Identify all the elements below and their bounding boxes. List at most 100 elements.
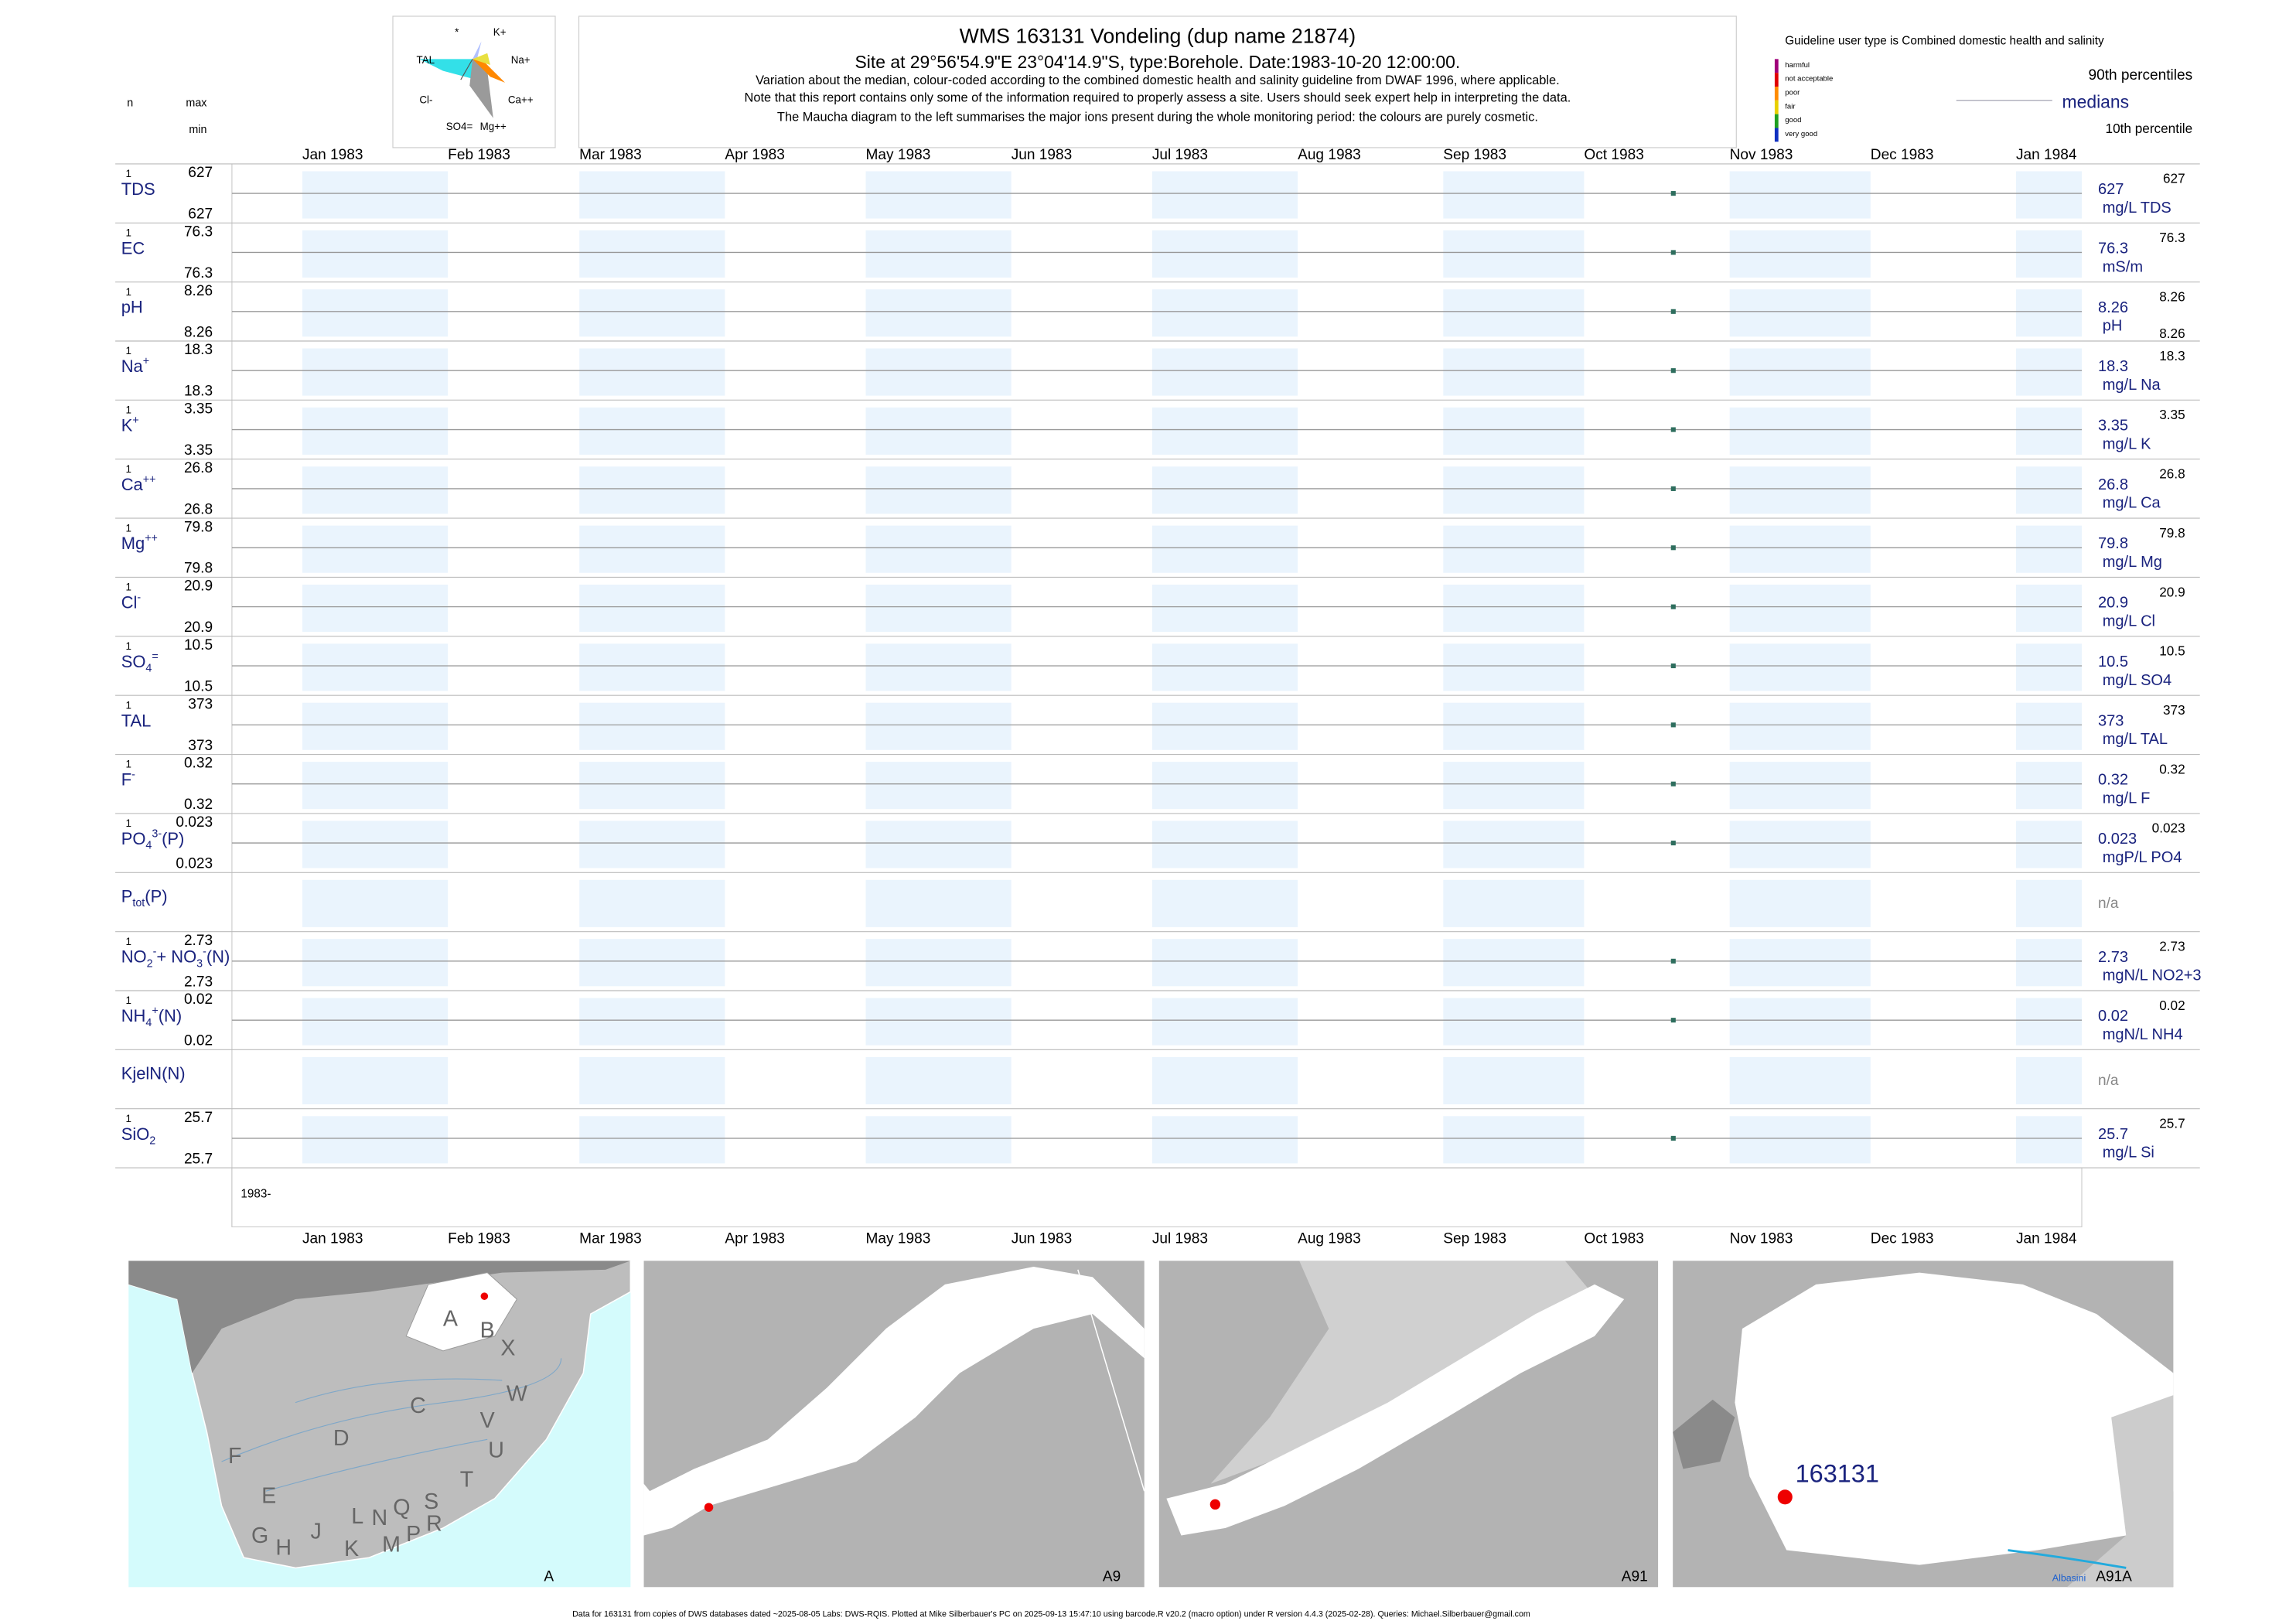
- parameter-label: F-: [121, 769, 135, 790]
- month-band: [1443, 998, 1585, 1046]
- max-value: 20.9: [184, 578, 213, 595]
- month-band: [2016, 1056, 2082, 1104]
- month-label-bottom: Dec 1983: [1871, 1230, 1934, 1247]
- sample-point: [1670, 191, 1676, 196]
- n-value: 1: [125, 640, 131, 652]
- month-band: [579, 998, 725, 1046]
- month-band: [579, 407, 725, 455]
- month-band: [1443, 762, 1585, 810]
- month-band: [1729, 702, 1871, 750]
- sample-point: [1670, 958, 1676, 964]
- sample-point: [1670, 427, 1676, 432]
- unit: mgN/L NO2+3: [2103, 967, 2202, 984]
- month-band: [302, 466, 449, 514]
- month-band: [2016, 702, 2082, 750]
- month-band: [1443, 585, 1585, 633]
- year-label: 1983-: [241, 1187, 271, 1200]
- month-label-bottom: Feb 1983: [448, 1230, 510, 1247]
- min-value: 25.7: [184, 1151, 213, 1167]
- parameter-label: Na+: [121, 356, 149, 377]
- month-band: [1443, 525, 1585, 573]
- month-label-bottom: Jan 1983: [302, 1230, 363, 1247]
- guideline-swatch: [1774, 100, 1779, 114]
- max-value: 3.35: [184, 401, 213, 418]
- month-band: [1443, 643, 1585, 691]
- p90-value: 0.32: [2159, 761, 2185, 776]
- month-label-top: Mar 1983: [579, 147, 642, 163]
- guideline-class: very good: [1785, 130, 1817, 138]
- max-value: 18.3: [184, 342, 213, 358]
- median-value: 8.26: [2098, 299, 2128, 316]
- maucha-label: SO4=: [446, 121, 473, 132]
- month-band: [1151, 466, 1298, 514]
- label-part: SiO: [121, 1124, 150, 1144]
- parameter-label: K+: [121, 415, 139, 435]
- parameter-label: KjelN(N): [121, 1064, 186, 1083]
- parameter-label: TDS: [121, 179, 155, 199]
- min-header: min: [189, 124, 206, 136]
- month-band: [1729, 1056, 1871, 1104]
- parameter-label: EC: [121, 238, 145, 258]
- median-value: 3.35: [2098, 418, 2128, 435]
- month-band: [1443, 289, 1585, 337]
- month-band: [579, 1056, 725, 1104]
- map-caption: A9: [1103, 1569, 1121, 1585]
- river-label: Albasini: [2052, 1573, 2086, 1584]
- max-value: 2.73: [184, 933, 213, 949]
- label-part: +: [132, 415, 138, 427]
- n-value: 1: [125, 227, 131, 238]
- label-part: =: [152, 650, 158, 663]
- month-band: [2016, 407, 2082, 455]
- label-part: 4: [145, 1017, 152, 1029]
- note: Note that this report contains only some…: [745, 91, 1571, 105]
- month-label-bottom: Sep 1983: [1443, 1230, 1506, 1247]
- parameter-label: PO43-(P): [121, 827, 185, 851]
- p90-value: 2.73: [2159, 938, 2185, 954]
- label-part: -: [203, 946, 206, 958]
- month-band: [1151, 230, 1298, 278]
- month-band: [1151, 643, 1298, 691]
- label-part: 3: [196, 957, 203, 970]
- month-band: [579, 1116, 725, 1164]
- month-label-top: Dec 1983: [1871, 147, 1934, 163]
- p90-value: 10.5: [2159, 643, 2185, 659]
- label-part: (P): [162, 829, 184, 848]
- month-band: [302, 289, 449, 337]
- n-value: 1: [125, 582, 131, 593]
- label-part: (P): [145, 886, 167, 906]
- sample-point: [1670, 486, 1676, 491]
- maucha-label: TAL: [417, 54, 435, 66]
- month-band: [1443, 348, 1585, 396]
- month-band: [1151, 702, 1298, 750]
- month-label-top: Nov 1983: [1730, 147, 1793, 163]
- label-part: NH: [121, 1006, 146, 1025]
- max-value: 0.02: [184, 991, 213, 1008]
- legend-p90: 90th percentiles: [2088, 67, 2192, 84]
- month-band: [1443, 939, 1585, 987]
- label-part: EC: [121, 238, 145, 258]
- month-band: [2016, 171, 2082, 219]
- site-label: 163131: [1796, 1460, 1879, 1488]
- month-band: [1729, 1116, 1871, 1164]
- n-value: 1: [125, 522, 131, 534]
- maucha-label: Mg++: [480, 121, 507, 132]
- month-band: [2016, 230, 2082, 278]
- map-a9: [643, 1261, 1145, 1588]
- month-band: [302, 171, 449, 219]
- median-value: 373: [2098, 712, 2124, 729]
- max-value: 627: [188, 165, 213, 181]
- sample-point: [1670, 309, 1676, 314]
- title-box: [578, 15, 1737, 148]
- drainage-letter: J: [311, 1519, 322, 1544]
- month-label-bottom: Jul 1983: [1152, 1230, 1208, 1247]
- n-value: 1: [125, 817, 131, 829]
- label-part: (N): [159, 1006, 182, 1025]
- month-band: [2016, 585, 2082, 633]
- label-part: TDS: [121, 179, 155, 199]
- month-band: [1443, 466, 1585, 514]
- max-value: 373: [188, 696, 213, 712]
- label-part: TAL: [121, 711, 152, 730]
- month-band: [579, 702, 725, 750]
- month-label-top: Oct 1983: [1584, 147, 1643, 163]
